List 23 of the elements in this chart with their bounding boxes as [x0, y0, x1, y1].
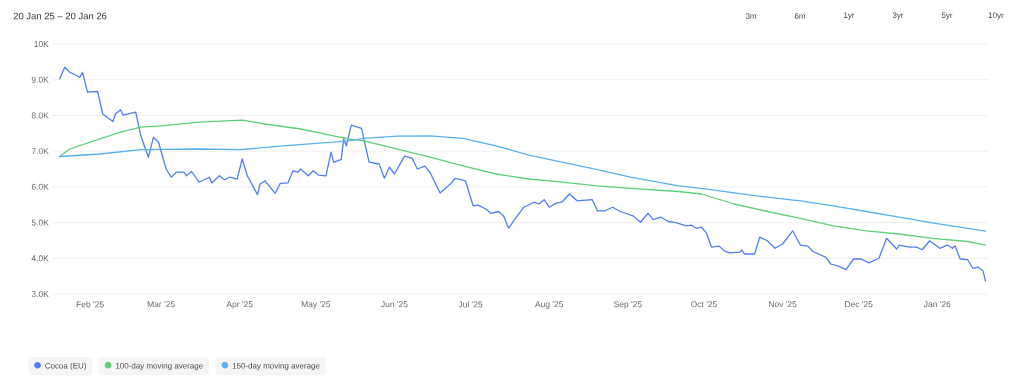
y-tick-label: 9.0K [31, 76, 49, 83]
y-tick-label: 5.0K [31, 219, 49, 226]
y-tick-label: 3.0K [31, 291, 49, 297]
x-tick-label: Oct '25 [691, 301, 717, 308]
line-series [58, 135, 987, 232]
x-tick-label: Jan '26 [923, 301, 951, 308]
x-tick-label: Mar '25 [147, 301, 175, 308]
x-tick-label: Dec '25 [845, 301, 873, 308]
x-tick-label: Jun '25 [381, 301, 408, 308]
x-tick-label: Sep '25 [613, 301, 642, 309]
y-tick-label: 6.0K [31, 183, 49, 190]
y-tick-label: 10K [34, 41, 49, 47]
x-tick-label: May '25 [301, 301, 331, 309]
x-tick-label: Nov '25 [769, 301, 797, 308]
y-tick-label: 7.0K [31, 148, 49, 155]
x-tick-label: Apr '25 [226, 301, 253, 309]
line-series [58, 66, 987, 282]
x-tick-label: Jul '25 [458, 301, 483, 308]
y-tick-label: 4.0K [31, 255, 49, 262]
x-tick-label: Aug '25 [534, 301, 564, 309]
chart-title: 20 Jan 25 – 20 Jan 26 [13, 12, 107, 20]
x-tick-label: Feb '25 [76, 301, 104, 308]
y-tick-label: 8.0K [31, 112, 49, 119]
